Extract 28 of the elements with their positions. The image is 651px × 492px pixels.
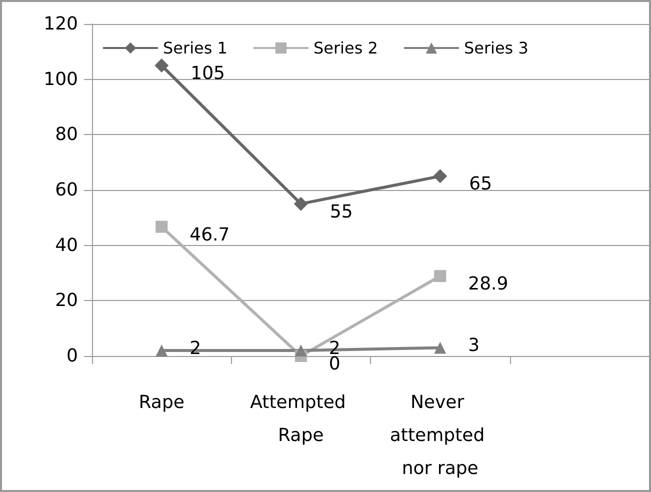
y-tick-label: 60 (55, 180, 78, 200)
legend-label: Series 2 (313, 38, 378, 58)
data-label: 3 (468, 335, 480, 356)
data-label: 105 (190, 63, 225, 84)
data-label: 65 (469, 174, 492, 195)
point (433, 169, 448, 184)
data-label: 55 (330, 201, 353, 222)
point (156, 344, 168, 356)
x-tick-label: Rape (138, 392, 184, 413)
y-tick-label: 0 (66, 346, 78, 366)
point (294, 196, 308, 211)
data-label: 2 (190, 338, 202, 359)
y-tick-label: 20 (55, 290, 78, 312)
point (434, 270, 446, 282)
x-tick-label: Never attempted nor rape (390, 392, 490, 479)
legend-label: Series 1 (163, 38, 228, 58)
point (156, 220, 168, 233)
y-tick-label: 120 (44, 14, 78, 34)
point (294, 344, 307, 356)
y-tick-label: 100 (44, 68, 78, 90)
legend-label: Series 3 (464, 38, 528, 58)
x-tick-label: Attempted Rape (250, 392, 352, 446)
y-tick-label: 40 (55, 234, 78, 256)
data-label: 28.9 (468, 274, 508, 295)
y-tick-label: 80 (55, 124, 78, 146)
point (154, 58, 169, 72)
point (434, 342, 446, 354)
data-label: 46.7 (190, 224, 230, 246)
